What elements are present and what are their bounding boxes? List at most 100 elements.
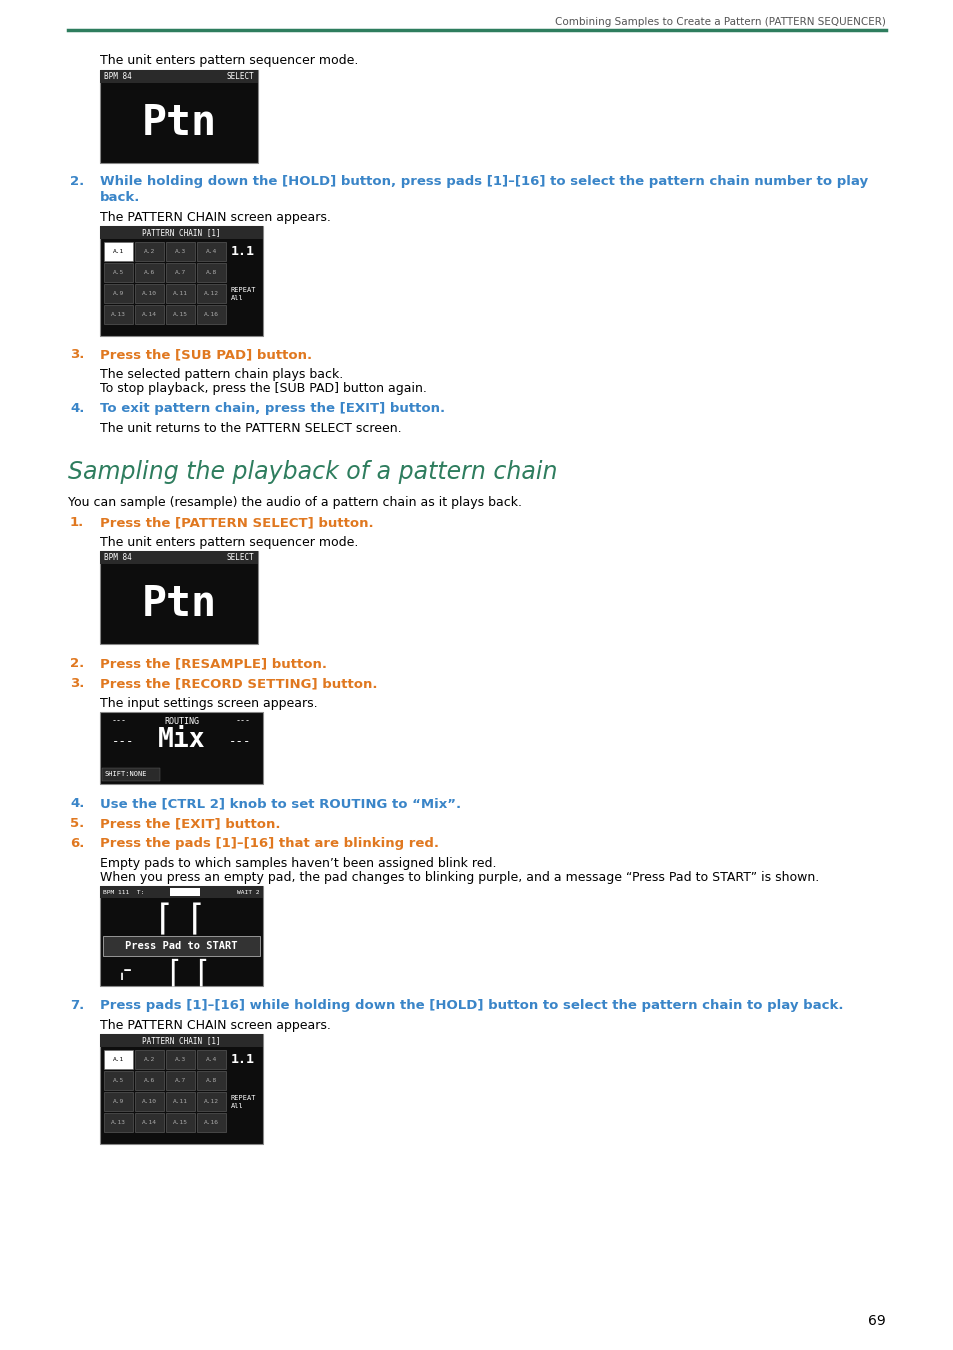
Text: A.4: A.4 (206, 1057, 217, 1062)
Text: ROUTING: ROUTING (164, 717, 199, 725)
Text: A.5: A.5 (112, 270, 124, 275)
Bar (104, 1050, 132, 1069)
Text: ⌌: ⌌ (112, 958, 132, 987)
Text: 4.: 4. (70, 402, 84, 414)
Bar (135, 1050, 164, 1069)
Text: Press the [PATTERN SELECT] button.: Press the [PATTERN SELECT] button. (100, 516, 374, 529)
Text: PATTERN CHAIN [1]: PATTERN CHAIN [1] (142, 1035, 220, 1045)
Text: 2.: 2. (70, 657, 84, 670)
Text: 1.: 1. (70, 516, 84, 529)
Bar (135, 305, 164, 324)
Text: A.3: A.3 (174, 1057, 186, 1062)
Bar (166, 1112, 194, 1133)
Bar (135, 263, 164, 282)
Text: 2.: 2. (70, 176, 84, 188)
Text: ⌈: ⌈ (164, 958, 182, 987)
Text: 6.: 6. (70, 837, 84, 850)
Text: Press Pad to START: Press Pad to START (125, 941, 237, 950)
Text: A.1: A.1 (112, 248, 124, 254)
Text: Press the pads [1]–[16] that are blinking red.: Press the pads [1]–[16] that are blinkin… (100, 837, 438, 850)
Bar (100, 886, 263, 898)
Text: A.3: A.3 (174, 248, 186, 254)
Text: While holding down the [HOLD] button, press pads [1]–[16] to select the pattern : While holding down the [HOLD] button, pr… (100, 176, 867, 188)
Bar (104, 263, 132, 282)
Text: A.12: A.12 (204, 1099, 219, 1104)
Bar (135, 242, 164, 261)
Text: Mix: Mix (157, 728, 205, 753)
Text: To stop playback, press the [SUB PAD] button again.: To stop playback, press the [SUB PAD] bu… (100, 382, 426, 396)
Text: Combining Samples to Create a Pattern (PATTERN SEQUENCER): Combining Samples to Create a Pattern (P… (555, 18, 885, 27)
Bar (104, 305, 132, 324)
Text: back.: back. (100, 190, 140, 204)
Text: Press the [SUB PAD] button.: Press the [SUB PAD] button. (100, 348, 312, 360)
Text: You can sample (resample) the audio of a pattern chain as it plays back.: You can sample (resample) the audio of a… (68, 495, 521, 509)
Bar (196, 305, 226, 324)
Bar (196, 1071, 226, 1089)
Bar (100, 225, 263, 336)
Bar (166, 242, 194, 261)
Bar (170, 888, 200, 896)
Bar (196, 1092, 226, 1111)
Text: A.16: A.16 (204, 1120, 219, 1125)
Text: WAIT 2: WAIT 2 (237, 890, 260, 895)
Text: A.2: A.2 (144, 1057, 155, 1062)
Text: The selected pattern chain plays back.: The selected pattern chain plays back. (100, 369, 343, 381)
Text: A.9: A.9 (112, 1099, 124, 1104)
Text: ⌈: ⌈ (185, 903, 206, 937)
Bar (100, 551, 257, 564)
Text: A.13: A.13 (111, 312, 126, 317)
Bar (135, 284, 164, 302)
Text: A.6: A.6 (144, 1079, 155, 1083)
Bar (100, 886, 263, 986)
Text: A.11: A.11 (172, 1099, 188, 1104)
Bar (166, 1071, 194, 1089)
Text: A.14: A.14 (142, 312, 157, 317)
Text: A.5: A.5 (112, 1079, 124, 1083)
Bar (100, 711, 263, 784)
Text: 3.: 3. (70, 676, 84, 690)
Text: The unit returns to the PATTERN SELECT screen.: The unit returns to the PATTERN SELECT s… (100, 423, 401, 435)
Bar (104, 1071, 132, 1089)
Text: BPM 84: BPM 84 (104, 72, 132, 81)
Text: A.6: A.6 (144, 270, 155, 275)
Bar (135, 1112, 164, 1133)
Text: 7.: 7. (70, 999, 84, 1012)
Text: BPM 84: BPM 84 (104, 554, 132, 562)
Text: The PATTERN CHAIN screen appears.: The PATTERN CHAIN screen appears. (100, 211, 331, 224)
Text: Ptn: Ptn (141, 583, 216, 625)
Text: A.1: A.1 (112, 1057, 124, 1062)
Bar (102, 768, 160, 782)
Bar (196, 263, 226, 282)
Text: A.12: A.12 (204, 292, 219, 296)
Bar (104, 284, 132, 302)
Text: ---: --- (235, 717, 251, 725)
Bar (166, 263, 194, 282)
Text: A.8: A.8 (206, 270, 217, 275)
Text: REPEAT: REPEAT (231, 286, 256, 293)
Bar (103, 936, 260, 956)
Bar (196, 1112, 226, 1133)
Text: 3.: 3. (70, 348, 84, 360)
Text: Sampling the playback of a pattern chain: Sampling the playback of a pattern chain (68, 460, 557, 485)
Text: A.13: A.13 (111, 1120, 126, 1125)
Bar (104, 1092, 132, 1111)
Text: Ptn: Ptn (141, 103, 216, 144)
Bar (100, 225, 263, 239)
Text: The unit enters pattern sequencer mode.: The unit enters pattern sequencer mode. (100, 54, 358, 68)
Text: ---: --- (112, 736, 134, 748)
Text: Use the [CTRL 2] knob to set ROUTING to “Mix”.: Use the [CTRL 2] knob to set ROUTING to … (100, 796, 460, 810)
Text: A.15: A.15 (172, 312, 188, 317)
Bar (104, 242, 132, 261)
Text: 1.1: 1.1 (231, 244, 254, 258)
Bar (100, 551, 257, 644)
Text: PATTERN CHAIN [1]: PATTERN CHAIN [1] (142, 228, 220, 238)
Text: 5.: 5. (70, 817, 84, 830)
Text: Press pads [1]–[16] while holding down the [HOLD] button to select the pattern c: Press pads [1]–[16] while holding down t… (100, 999, 842, 1012)
Text: A.10: A.10 (142, 292, 157, 296)
Text: Press the [RESAMPLE] button.: Press the [RESAMPLE] button. (100, 657, 327, 670)
Text: 4.: 4. (70, 796, 84, 810)
Text: When you press an empty pad, the pad changes to blinking purple, and a message “: When you press an empty pad, the pad cha… (100, 871, 819, 884)
Text: A.16: A.16 (204, 312, 219, 317)
Bar (196, 1050, 226, 1069)
Text: SHIFT:NONE: SHIFT:NONE (105, 771, 148, 778)
